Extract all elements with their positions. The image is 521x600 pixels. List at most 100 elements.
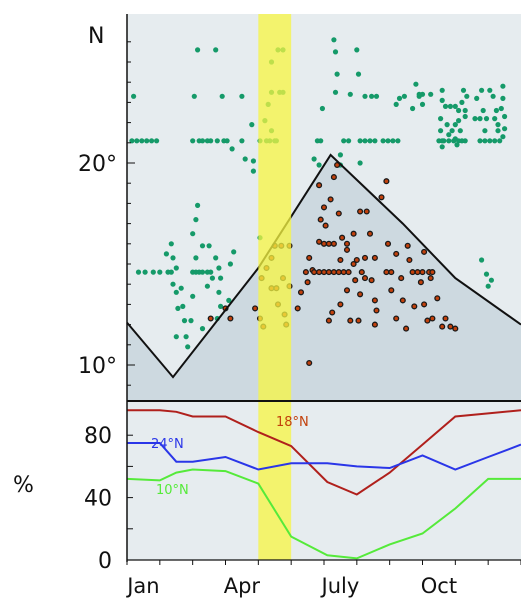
- scatter-point-green-65: [239, 138, 245, 144]
- scatter-point-green-61: [229, 146, 235, 152]
- scatter-point-green-21: [183, 334, 189, 340]
- scatter-point-orange-19: [294, 305, 301, 312]
- scatter-point-orange-32: [340, 269, 347, 276]
- scatter-point-orange-57: [357, 208, 364, 215]
- scatter-point-green-27: [190, 293, 196, 299]
- scatter-point-green-94: [346, 138, 352, 144]
- scatter-point-orange-23: [304, 279, 311, 286]
- scatter-point-green-167: [500, 83, 506, 89]
- scatter-point-green-29: [190, 231, 196, 237]
- scatter-point-green-0: [131, 93, 137, 99]
- scatter-point-green-55: [208, 138, 214, 144]
- scatter-point-orange-97: [442, 315, 449, 322]
- scatter-point-orange-82: [409, 269, 416, 276]
- scatter-point-orange-43: [330, 174, 337, 181]
- scatter-point-green-147: [454, 142, 460, 148]
- scatter-point-green-174: [479, 87, 485, 93]
- scatter-point-orange-67: [371, 254, 378, 261]
- scatter-point-green-70: [250, 168, 256, 174]
- scatter-point-green-69: [249, 122, 255, 128]
- scatter-point-green-162: [487, 87, 493, 93]
- scatter-point-orange-28: [320, 269, 328, 276]
- scatter-point-green-171: [482, 128, 488, 134]
- scatter-point-orange-27: [316, 269, 323, 276]
- scatter-point-green-5: [149, 138, 155, 144]
- scatter-point-green-67: [242, 156, 248, 162]
- upper-ytick-label-0: 10°: [78, 354, 117, 379]
- scatter-point-orange-52: [339, 234, 346, 241]
- scatter-point-green-92: [334, 71, 340, 77]
- scatter-point-orange-98: [447, 323, 454, 330]
- scatter-point-green-96: [337, 152, 343, 158]
- scatter-point-green-164: [493, 107, 499, 114]
- scatter-point-green-152: [459, 138, 465, 144]
- scatter-point-green-105: [369, 93, 375, 99]
- scatter-point-green-138: [439, 97, 445, 103]
- scatter-point-orange-70: [378, 194, 385, 201]
- scatter-point-green-172: [480, 107, 486, 114]
- series-label-1: 24°N: [151, 437, 184, 452]
- scatter-point-orange-95: [429, 315, 436, 322]
- scatter-point-green-141: [439, 138, 445, 144]
- scatter-point-orange-3: [252, 305, 259, 312]
- scatter-point-orange-84: [419, 269, 426, 276]
- scatter-point-green-104: [362, 93, 368, 99]
- scatter-point-green-131: [447, 103, 453, 109]
- scatter-point-green-53: [199, 138, 206, 144]
- scatter-point-green-4: [144, 138, 150, 144]
- scatter-point-green-106: [373, 93, 380, 99]
- scatter-point-orange-42: [335, 210, 342, 217]
- scatter-point-green-153: [460, 87, 467, 93]
- scatter-point-orange-25: [306, 359, 313, 367]
- scatter-point-green-3: [139, 138, 145, 144]
- scatter-point-orange-41: [327, 196, 334, 203]
- scatter-point-green-133: [456, 107, 462, 114]
- scatter-point-orange-38: [337, 256, 344, 264]
- scatter-point-orange-20: [297, 289, 305, 296]
- scatter-point-orange-30: [330, 269, 337, 276]
- upper-ytick-label-1: 20°: [78, 152, 117, 177]
- scatter-point-orange-72: [383, 269, 390, 276]
- scatter-point-green-126: [446, 138, 452, 144]
- scatter-point-green-18: [178, 285, 184, 291]
- scatter-point-orange-26: [311, 269, 318, 276]
- scatter-point-green-170: [500, 134, 506, 140]
- scatter-point-green-136: [462, 113, 468, 120]
- scatter-point-green-115: [396, 95, 403, 101]
- scatter-point-green-110: [390, 138, 396, 144]
- scatter-point-orange-94: [434, 295, 441, 302]
- scatter-point-orange-92: [424, 317, 431, 324]
- scatter-point-green-157: [487, 138, 493, 144]
- scatter-point-green-8: [142, 269, 148, 275]
- scatter-point-orange-54: [357, 291, 364, 298]
- scatter-point-orange-96: [439, 323, 446, 330]
- scatter-point-orange-31: [335, 269, 342, 276]
- scatter-point-green-146: [452, 136, 458, 142]
- scatter-point-orange-90: [417, 279, 424, 286]
- scatter-point-green-40: [193, 255, 199, 261]
- scatter-point-green-16: [170, 281, 176, 287]
- scatter-point-green-43: [213, 255, 219, 261]
- scatter-point-green-91: [332, 89, 339, 95]
- scatter-point-orange-44: [334, 161, 341, 169]
- scatter-point-green-87: [318, 138, 324, 144]
- scatter-point-green-1: [129, 138, 135, 144]
- scatter-point-orange-100: [393, 315, 400, 322]
- scatter-point-green-123: [419, 101, 426, 107]
- scatter-point-orange-59: [358, 269, 365, 276]
- scatter-point-orange-58: [361, 275, 369, 282]
- scatter-point-green-173: [474, 95, 480, 101]
- scatter-point-orange-91: [421, 301, 428, 308]
- scatter-point-green-26: [188, 318, 194, 324]
- scatter-point-orange-75: [373, 307, 380, 314]
- scatter-point-green-98: [331, 37, 337, 43]
- scatter-point-green-142: [439, 144, 445, 150]
- scatter-point-green-161: [483, 116, 490, 122]
- scatter-point-orange-34: [316, 238, 323, 245]
- axis-labels: 10° 20° N 0 40 80% Jan Apr July Oct: [13, 24, 457, 598]
- scatter-point-orange-46: [329, 309, 336, 316]
- upper-ytick-label-2: N: [88, 24, 104, 49]
- scatter-point-green-114: [355, 71, 362, 77]
- scatter-point-green-148: [452, 122, 458, 128]
- scatter-point-green-58: [219, 93, 225, 99]
